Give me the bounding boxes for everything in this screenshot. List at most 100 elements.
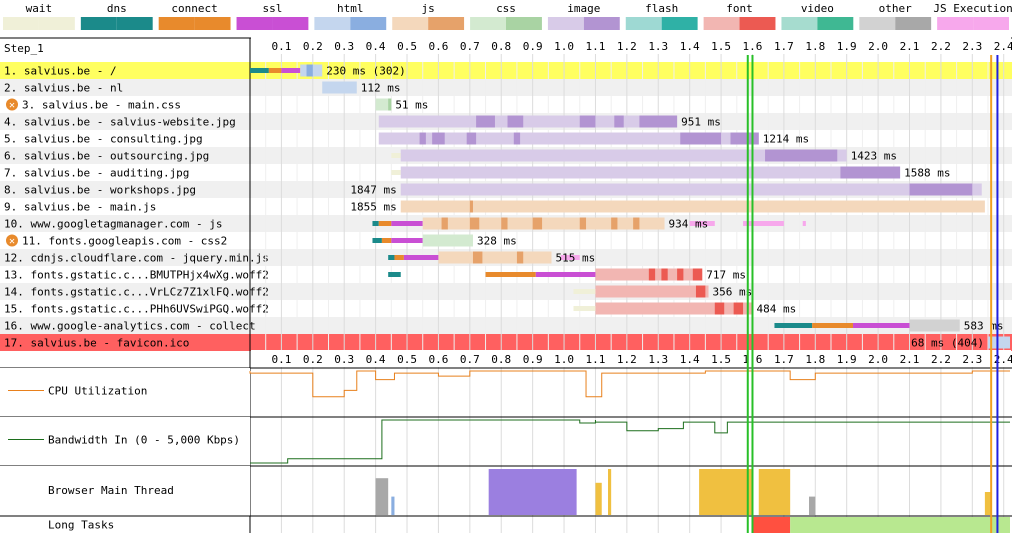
bar-segment-font-dark xyxy=(695,285,706,298)
bandwidth-graph-label: Bandwidth In (0 - 5,000 Kbps) xyxy=(48,434,240,447)
legend-swatch-dark xyxy=(506,17,542,30)
axis-tick-label: 0.7 xyxy=(460,40,480,53)
main-thread-activity xyxy=(608,469,612,515)
legend-swatch-light xyxy=(547,17,584,30)
axis-tick-label: 1.8 xyxy=(805,40,825,53)
bar-segment-js-dark xyxy=(611,217,618,230)
request-timing: 1423 ms xyxy=(851,150,897,163)
axis-tick-label: 1.5 xyxy=(711,353,731,366)
axis-tick-label: 1.2 xyxy=(617,353,637,366)
axis-tick-label: 0.5 xyxy=(397,40,417,53)
request-label: 12. cdnjs.cloudflare.com - jquery.min.js xyxy=(4,252,269,265)
bar-segment-html-light xyxy=(988,336,1010,349)
bar-segment-jsexec xyxy=(802,221,806,226)
request-timing: 356 ms xyxy=(713,286,753,299)
legend-swatch-light xyxy=(158,17,195,30)
legend-swatch-light xyxy=(392,17,429,30)
axis-tick-label: 0.6 xyxy=(428,353,448,366)
axis-tick-label: 1.1 xyxy=(586,353,606,366)
bar-segment-font-dark xyxy=(733,302,744,315)
bar-segment-dns xyxy=(388,255,395,260)
legend-swatch-dark xyxy=(817,17,854,30)
request-timing: 934 ms xyxy=(669,218,709,231)
axis-tick-label: 1.0 xyxy=(554,353,574,366)
bar-segment-ssl xyxy=(281,68,301,73)
timeline-markers xyxy=(746,55,999,533)
bar-segment-js-dark xyxy=(532,217,543,230)
bar-segment-image-dark xyxy=(639,115,678,128)
bar-segment-wait xyxy=(391,170,401,175)
axis-tick-label: 0.8 xyxy=(491,40,511,53)
axis-tick-label: 2.1 xyxy=(900,353,920,366)
axis-tick-label: 1.0 xyxy=(554,40,574,53)
request-label: 14. fonts.gstatic.c...VrLCz7Z1xlFQ.woff2 xyxy=(4,286,269,299)
bar-segment-image-dark xyxy=(680,132,722,145)
legend-swatch-dark xyxy=(739,17,776,30)
legend-label: css xyxy=(496,2,516,15)
axis-tick-label: 1.3 xyxy=(648,353,668,366)
legend-swatch-light xyxy=(80,17,117,30)
legend-label: image xyxy=(567,2,600,15)
legend-swatch-dark xyxy=(895,17,932,30)
warning-icon xyxy=(6,98,18,111)
bar-segment-js-dark xyxy=(472,251,483,264)
bar-segment-jsexec xyxy=(743,221,784,226)
step-label: Step_1 xyxy=(4,42,44,55)
request-timing: 51 ms xyxy=(395,99,428,112)
bar-segment-font-dark xyxy=(661,268,668,281)
axis-tick-label: 0.7 xyxy=(460,353,480,366)
axis-tick-label: 0.1 xyxy=(271,40,291,53)
axis-tick-label: 1.7 xyxy=(774,40,794,53)
main-thread-activity xyxy=(758,469,791,515)
axis-tick-label: 0.3 xyxy=(334,40,354,53)
request-label: 4. salvius.be - salvius-website.jpg xyxy=(4,116,236,129)
bandwidth-series-line xyxy=(250,419,1010,464)
bar-segment-image-dark xyxy=(513,132,521,145)
request-row xyxy=(0,232,1012,249)
legend-label: js xyxy=(422,2,435,15)
bar-segment-dns xyxy=(774,323,813,328)
bar-segment-connect xyxy=(394,255,404,260)
bar-segment-js-dark xyxy=(469,217,480,230)
cpu-label-bg xyxy=(0,368,250,417)
legend-swatch-dark xyxy=(38,17,75,30)
request-row xyxy=(0,79,1012,96)
main-thread-activity xyxy=(595,482,602,515)
main-thread-activity xyxy=(984,492,992,515)
warning-icon-glyph: ✕ xyxy=(9,236,15,247)
request-timing: 1588 ms xyxy=(904,167,950,180)
axis-tick-label: 1.8 xyxy=(805,353,825,366)
bar-segment-image-dark xyxy=(476,115,495,128)
cpu-series-line xyxy=(249,370,1010,398)
bar-segment-other-light xyxy=(909,319,960,332)
bar-segment-connect xyxy=(381,238,392,243)
axis-tick-label: 0.9 xyxy=(523,40,543,53)
axis-tick-label: 1.9 xyxy=(837,40,857,53)
legend-label: other xyxy=(879,2,912,15)
bar-segment-css-dark xyxy=(388,98,392,111)
bar-segment-js-dark xyxy=(579,217,587,230)
bar-segment-font-dark xyxy=(692,268,703,281)
bar-segment-image-dark xyxy=(765,149,838,162)
axis-tick-label: 2.1 xyxy=(900,40,920,53)
request-row xyxy=(0,300,1012,317)
bar-segment-image-light xyxy=(400,149,847,162)
legend-swatch-light xyxy=(859,17,896,30)
bar-segment-wait xyxy=(573,306,596,311)
legend-label: JS Execution xyxy=(933,2,1012,15)
legend-swatch-dark xyxy=(583,17,620,30)
legend-swatch-light xyxy=(703,17,740,30)
axis-background xyxy=(251,37,1011,54)
axis-background xyxy=(251,350,1011,367)
axis-tick-label: 2.3 xyxy=(962,353,982,366)
legend-label: wait xyxy=(26,2,53,15)
bar-segment-image-dark xyxy=(840,166,901,179)
request-row xyxy=(0,283,1012,300)
axis-tick-label: 2.2 xyxy=(931,40,951,53)
request-timing: 951 ms xyxy=(681,116,721,129)
legend-swatch-light xyxy=(625,17,662,30)
bar-segment-dns xyxy=(388,272,401,277)
request-timing: 230 ms (302) xyxy=(326,65,405,78)
legend-label: dns xyxy=(107,2,127,15)
legend-swatch-light xyxy=(781,17,818,30)
